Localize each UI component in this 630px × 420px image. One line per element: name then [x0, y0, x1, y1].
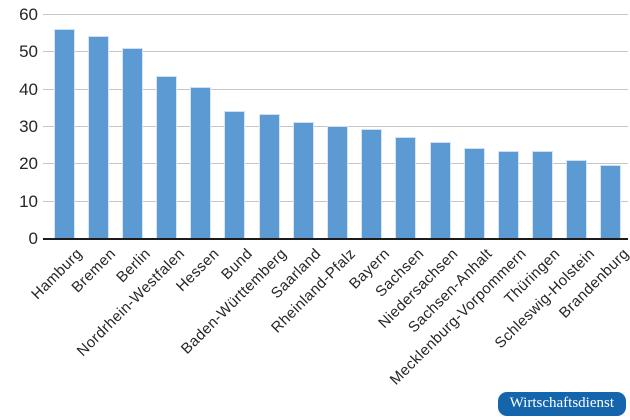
bar-schleswig-holstein	[566, 159, 588, 238]
source-badge: Wirtschaftsdienst	[497, 392, 626, 416]
bar-baden-w-rttemberg	[258, 114, 280, 238]
y-axis-tick-label: 40	[19, 79, 38, 99]
bar-sachsen	[395, 136, 417, 238]
gridline-y-60	[43, 14, 628, 15]
gridline-y-50	[43, 51, 628, 53]
y-axis-tick-label: 50	[19, 42, 38, 62]
bar-nordrhein-westfalen	[156, 76, 178, 238]
bar-niedersachsen	[429, 141, 451, 238]
y-axis-tick-label: 60	[19, 5, 38, 24]
bar-hessen	[190, 87, 212, 238]
gridline-y-40	[43, 88, 628, 90]
y-axis-tick-label: 10	[19, 191, 38, 211]
bar-th-ringen	[532, 151, 554, 238]
x-axis-category-label: Hamburg	[27, 245, 86, 303]
bar-hamburg	[53, 28, 75, 238]
bar-mecklenburg-vorpommern	[497, 150, 519, 238]
y-axis-tick-label: 30	[19, 117, 38, 136]
x-axis-line	[43, 238, 628, 240]
bar-brandenburg	[600, 164, 622, 238]
y-axis-tick-label: 20	[19, 154, 38, 174]
bar-bremen	[87, 36, 109, 238]
bar-bund	[224, 111, 246, 238]
y-axis-tick-label: 0	[28, 229, 38, 248]
source-badge-label: Wirtschaftsdienst	[509, 395, 614, 411]
bar-bayern	[361, 128, 383, 238]
bar-sachsen-anhalt	[463, 148, 485, 238]
bar-rheinland-pfalz	[327, 126, 348, 238]
bar-berlin	[121, 47, 143, 238]
bar-saarland	[292, 121, 314, 238]
